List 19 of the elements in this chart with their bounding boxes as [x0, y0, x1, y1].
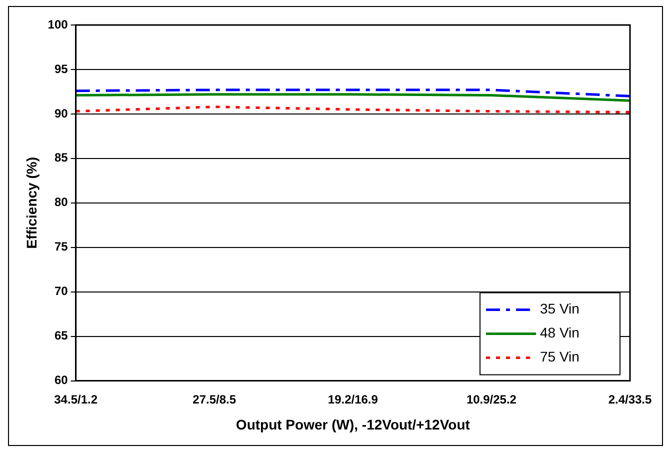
- y-tick-label: 80: [54, 195, 68, 210]
- legend-label: 48 Vin: [540, 324, 580, 341]
- y-tick-label: 75: [54, 240, 68, 254]
- y-tick-label: 95: [54, 62, 68, 76]
- legend-label: 75 Vin: [540, 348, 580, 365]
- x-axis-title: Output Power (W), -12Vout/+12Vout: [236, 416, 470, 432]
- y-tick-label: 100: [48, 17, 68, 32]
- x-tick-label: 19.2/16.9: [328, 392, 378, 406]
- y-tick-label: 70: [54, 284, 68, 298]
- x-tick-label: 34.5/1.2: [54, 392, 98, 406]
- y-axis-title: Efficiency (%): [23, 156, 40, 249]
- x-tick-label: 10.9/25.2: [466, 392, 517, 406]
- legend-label: 35 Vin: [540, 300, 580, 317]
- x-tick-label: 27.5/8.5: [192, 392, 236, 406]
- y-tick-label: 60: [54, 373, 68, 388]
- y-tick-label: 85: [54, 150, 68, 165]
- y-tick-label: 90: [54, 106, 68, 120]
- y-tick-label: 65: [54, 328, 68, 343]
- x-tick-label: 2.4/33.5: [608, 392, 652, 406]
